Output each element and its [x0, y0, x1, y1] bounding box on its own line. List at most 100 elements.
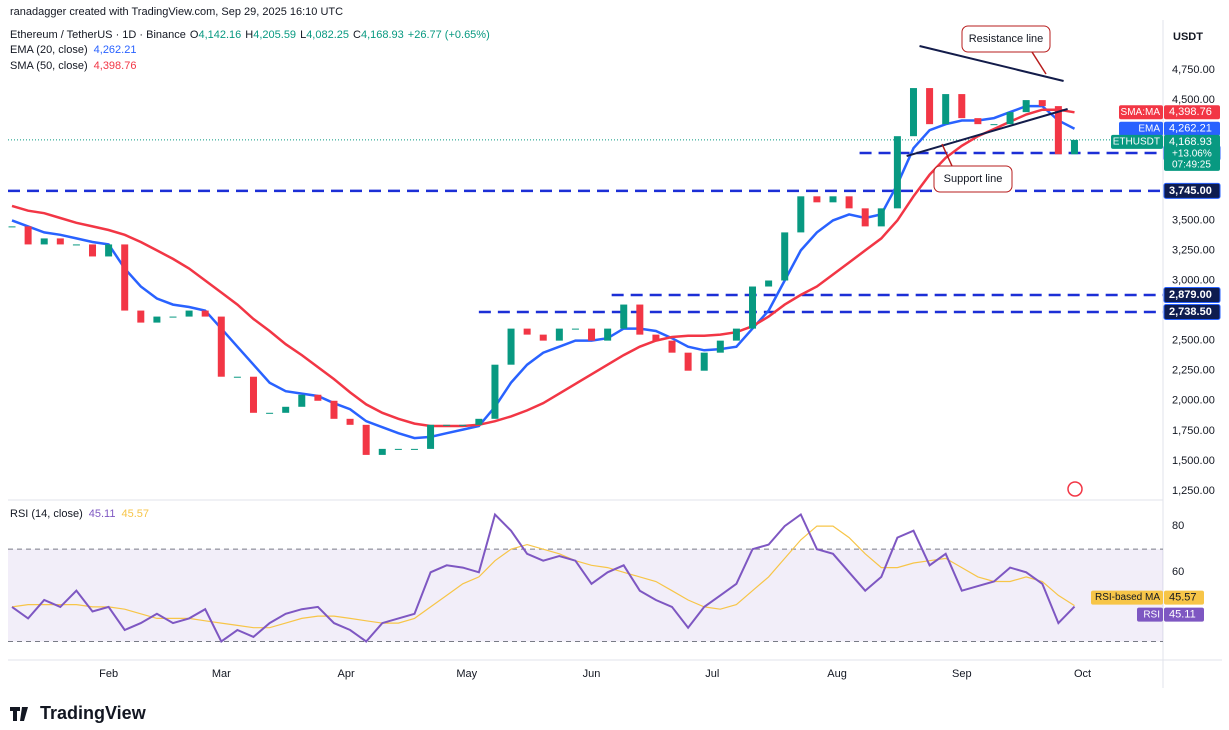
candle: [684, 352, 692, 371]
brand-logo: TradingView: [10, 703, 147, 723]
legend-title: Ethereum / TetherUS · 1D · Binance: [10, 29, 186, 41]
legend-main: Ethereum / TetherUS · 1D · Binance O4,142…: [10, 29, 490, 41]
y-tick-label: 1,500.00: [1172, 455, 1215, 467]
candle: [668, 340, 676, 353]
indicator-value: 4,262.21: [94, 44, 137, 56]
candle: [636, 304, 644, 335]
candle: [362, 424, 370, 455]
price-label-box: [1164, 121, 1220, 136]
rsi-legend-value: 45.11: [89, 508, 116, 520]
ohlc-change: +26.77 (+0.65%): [408, 29, 490, 41]
price-label: 4,168.93: [1169, 136, 1212, 148]
rsi-name-box: [1091, 590, 1163, 605]
candle: [298, 394, 306, 407]
ohlc-name: O: [190, 29, 199, 41]
candle: [24, 226, 32, 245]
x-tick-label: Jul: [705, 668, 719, 680]
candle: [346, 418, 354, 425]
price-label-name-box: [1119, 105, 1163, 120]
candle: [523, 328, 531, 335]
candle: [121, 244, 129, 311]
candle: [233, 376, 241, 378]
candle: [652, 334, 660, 341]
candle: [40, 238, 48, 245]
y-tick-label: 4,500.00: [1172, 94, 1215, 106]
candle: [475, 418, 483, 425]
price-label-box: [1164, 134, 1220, 171]
candle: [716, 340, 724, 353]
candle: [877, 208, 885, 227]
y-tick-label: 2,500.00: [1172, 335, 1215, 347]
candle: [555, 328, 563, 341]
candle: [1006, 112, 1014, 125]
candle: [942, 94, 950, 125]
candle: [410, 448, 418, 450]
x-tick-label: Apr: [337, 668, 354, 680]
annotation-arrow: [1031, 51, 1047, 75]
candle: [72, 244, 80, 246]
countdown: 07:49:25: [1172, 160, 1211, 171]
candle: [845, 196, 853, 209]
price-label-name: SMA:MA: [1121, 107, 1161, 118]
level-label-box: [1163, 303, 1221, 320]
ohlc-value: 4,168.93: [361, 29, 404, 41]
y-tick-label: 4,750.00: [1172, 64, 1215, 76]
indicator-name: SMA (50, close): [10, 60, 88, 72]
ohlc-value: 4,142.16: [198, 29, 241, 41]
y-tick-label: 2,000.00: [1172, 395, 1215, 407]
candle: [56, 238, 64, 245]
brand: TradingView: [40, 703, 147, 723]
candle: [861, 208, 869, 227]
candle: [185, 310, 193, 317]
rsi-line: [11, 512, 1076, 643]
price-label-name-box: [1119, 121, 1163, 136]
candle: [749, 286, 757, 329]
candle: [797, 196, 805, 233]
candle: [266, 412, 274, 414]
price-unit: USDT: [1173, 31, 1203, 43]
candle: [1054, 106, 1062, 155]
candle: [571, 328, 579, 330]
legend-indicator: EMA (20, close) 4,262.21: [10, 44, 136, 56]
rsi-legend-value: 45.57: [121, 508, 149, 520]
rsi-legend: RSI (14, close) 45.11 45.57: [10, 508, 149, 520]
y-tick-label: 2,250.00: [1172, 365, 1215, 377]
candle: [958, 94, 966, 119]
candle: [507, 328, 515, 365]
candle: [1038, 100, 1046, 107]
candle: [137, 310, 145, 323]
indicator-line: [11, 108, 1075, 428]
indicator-name: EMA (20, close): [10, 44, 88, 56]
y-tick-label: 3,500.00: [1172, 214, 1215, 226]
candle: [829, 196, 837, 203]
candle: [459, 424, 467, 426]
candle: [1070, 139, 1078, 155]
candle: [491, 364, 499, 419]
price-change: +13.06%: [1172, 149, 1212, 160]
indicator-value: 4,398.76: [94, 60, 137, 72]
ohlc-value: 4,082.25: [306, 29, 349, 41]
x-tick-label: Jun: [583, 668, 601, 680]
legend-indicator: SMA (50, close) 4,398.76: [10, 60, 136, 72]
annotation-text: Resistance line: [969, 33, 1044, 45]
rsi-band: [8, 549, 1163, 642]
price-label-name-box: [1111, 134, 1163, 149]
candle: [330, 400, 338, 419]
y-tick-label: 3,250.00: [1172, 244, 1215, 256]
ohlc-name: C: [353, 29, 361, 41]
candle: [153, 316, 161, 323]
ohlc-name: L: [300, 29, 306, 41]
y-tick-label: 3,000.00: [1172, 274, 1215, 286]
level-label: 2,738.50: [1169, 306, 1212, 318]
candle: [893, 136, 901, 209]
rsi-value: 45.57: [1169, 591, 1197, 603]
candle: [765, 280, 773, 287]
candle: [378, 448, 386, 455]
ohlc-name: H: [245, 29, 253, 41]
rsi-tick-label: 80: [1172, 520, 1184, 532]
candle: [909, 88, 917, 137]
candle: [539, 334, 547, 341]
annotation-box: [933, 165, 1013, 193]
alert-icon[interactable]: [1067, 481, 1083, 497]
